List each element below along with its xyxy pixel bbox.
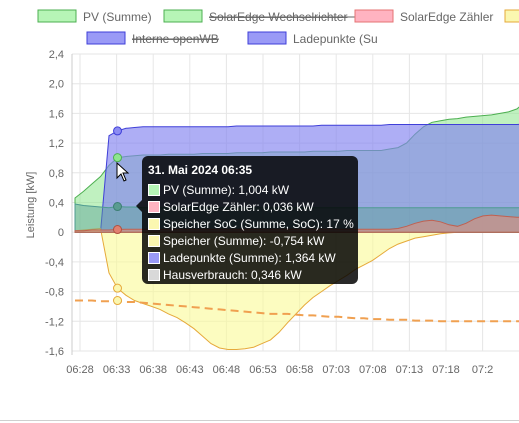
- tooltip-row: Ladepunkte (Summe): 1,364 kW: [148, 249, 358, 266]
- x-tick-label: 06:58: [286, 364, 314, 376]
- legend-label: SolarEdge Zähler: [400, 10, 493, 24]
- bottom-divider: [0, 420, 519, 421]
- hover-point: [113, 283, 122, 293]
- legend: PV (Summe) SolarEdge Wechselrichter SolarE…: [37, 9, 519, 46]
- y-tick-label: -0,8: [45, 287, 64, 299]
- tooltip-row-text: Speicher (Summe): -0,754 kW: [163, 233, 325, 248]
- chart-tooltip: 31. Mai 2024 06:35 PV (Summe): 1,004 kW S…: [136, 156, 358, 284]
- x-tick-label: 07:2: [472, 364, 493, 376]
- x-tick-label: 06:53: [249, 364, 277, 376]
- tooltip-row-text: PV (Summe): 1,004 kW: [163, 182, 290, 197]
- x-tick-label: 07:18: [432, 364, 460, 376]
- tooltip-swatch: [148, 234, 160, 247]
- tooltip-caret: [136, 200, 142, 212]
- hover-point: [113, 153, 122, 163]
- y-tick-label: -1,2: [45, 316, 64, 328]
- legend-swatch: [163, 9, 203, 23]
- legend-label: PV (Summe): [83, 10, 152, 24]
- x-tick-label: 07:08: [359, 364, 387, 376]
- hover-point: [113, 296, 122, 306]
- x-tick-label: 07:13: [396, 364, 424, 376]
- legend-swatch: [37, 9, 77, 23]
- tooltip-swatch: [148, 268, 160, 281]
- y-tick-label: 0: [58, 227, 64, 239]
- legend-swatch: [504, 9, 519, 23]
- tooltip-row: Hausverbrauch: 0,346 kW: [148, 266, 358, 283]
- y-tick-label: 1,2: [49, 138, 64, 150]
- tooltip-swatch: [148, 200, 160, 213]
- tooltip-row: PV (Summe): 1,004 kW: [148, 181, 358, 198]
- tooltip-row: Speicher SoC (Summe, SoC): 17 %: [148, 215, 358, 232]
- tooltip-row-text: Speicher SoC (Summe, SoC): 17 %: [163, 216, 354, 231]
- x-tick-label: 06:33: [103, 364, 131, 376]
- legend-swatch: [86, 31, 126, 45]
- legend-swatch: [354, 9, 394, 23]
- y-tick-label: 1,6: [49, 108, 64, 120]
- tooltip-row-text: SolarEdge Zähler: 0,036 kW: [163, 199, 314, 214]
- x-tick-label: 06:43: [176, 364, 204, 376]
- y-tick-label: -0,4: [45, 257, 64, 269]
- tooltip-swatch: [148, 217, 160, 230]
- y-tick-label: 2,4: [49, 49, 64, 61]
- tooltip-row-text: Hausverbrauch: 0,346 kW: [163, 267, 302, 282]
- tooltip-swatch: [148, 183, 160, 196]
- hover-point: [113, 225, 122, 235]
- x-tick-label: 06:38: [139, 364, 167, 376]
- tooltip-rows: PV (Summe): 1,004 kW SolarEdge Zähler: 0,…: [142, 181, 358, 283]
- y-tick-label: 0,4: [49, 198, 64, 210]
- legend-label: Ladepunkte (Su: [293, 32, 378, 46]
- tooltip-title: 31. Mai 2024 06:35: [148, 163, 253, 177]
- legend-swatch: [247, 31, 287, 45]
- x-tick-label: 06:28: [66, 364, 94, 376]
- tooltip-swatch: [148, 251, 160, 264]
- y-tick-label: 2,0: [49, 79, 64, 91]
- y-tick-label: 0,8: [49, 168, 64, 180]
- tooltip-row: Speicher (Summe): -0,754 kW: [148, 232, 358, 249]
- tooltip-row: SolarEdge Zähler: 0,036 kW: [148, 198, 358, 215]
- y-axis-ticks: 2,4 2,0 1,6 1,2 0,8 0,4 0 -0,4 -0,8 -1,2 -1,6: [45, 49, 64, 358]
- y-tick-label: -1,6: [45, 346, 64, 358]
- hover-point: [113, 126, 122, 136]
- hover-point: [113, 202, 122, 212]
- x-axis-ticks: 06:28 06:33 06:38 06:43 06:48 06:53 06:58 07:03…: [66, 364, 493, 376]
- tooltip-row-text: Ladepunkte (Summe): 1,364 kW: [163, 250, 336, 265]
- series-line-soc: [75, 299, 519, 323]
- y-axis-label: Leistung [kW]: [25, 172, 37, 239]
- mouse-cursor-icon: [116, 162, 130, 182]
- x-tick-label: 07:03: [322, 364, 350, 376]
- x-tick-label: 06:48: [213, 364, 241, 376]
